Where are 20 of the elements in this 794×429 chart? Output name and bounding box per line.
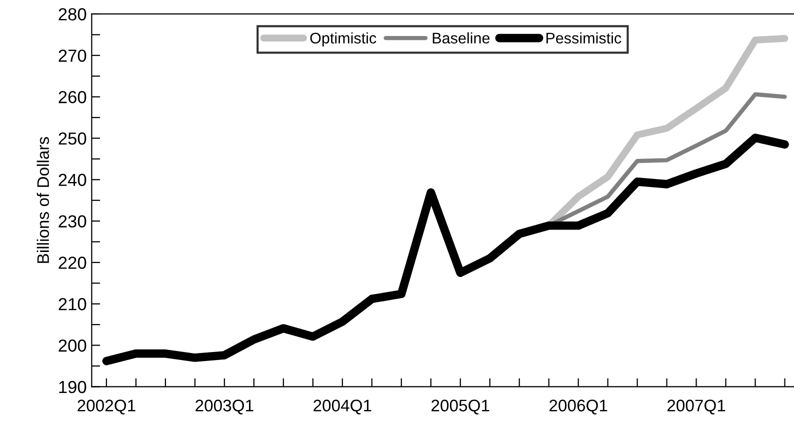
x-tick-label: 2005Q1 xyxy=(432,400,490,414)
x-tick-label: 2002Q1 xyxy=(78,400,136,414)
legend-label: Optimistic xyxy=(310,32,376,47)
x-tick-label: 2003Q1 xyxy=(196,400,254,414)
y-tick-label: 270 xyxy=(58,50,86,62)
y-tick-label: 230 xyxy=(58,215,86,228)
y-tick-label: 280 xyxy=(58,8,86,20)
y-tick-label: 210 xyxy=(58,298,86,310)
y-tick-label: 190 xyxy=(59,380,86,394)
y-tick-label: 240 xyxy=(58,174,86,186)
y-tick-label: 250 xyxy=(58,132,86,145)
x-tick-label: 2007Q1 xyxy=(667,400,726,414)
x-tick-label: 2006Q1 xyxy=(550,400,608,414)
x-tick-label: 2004Q1 xyxy=(314,400,372,414)
y-tick-label: 260 xyxy=(58,90,86,104)
y-tick-label: 220 xyxy=(58,256,86,269)
y-tick-label: 200 xyxy=(58,339,86,352)
y-axis-title: Billions of Dollars xyxy=(36,137,50,263)
legend-label: Pessimistic xyxy=(546,32,622,44)
legend-label: Baseline xyxy=(432,32,490,44)
